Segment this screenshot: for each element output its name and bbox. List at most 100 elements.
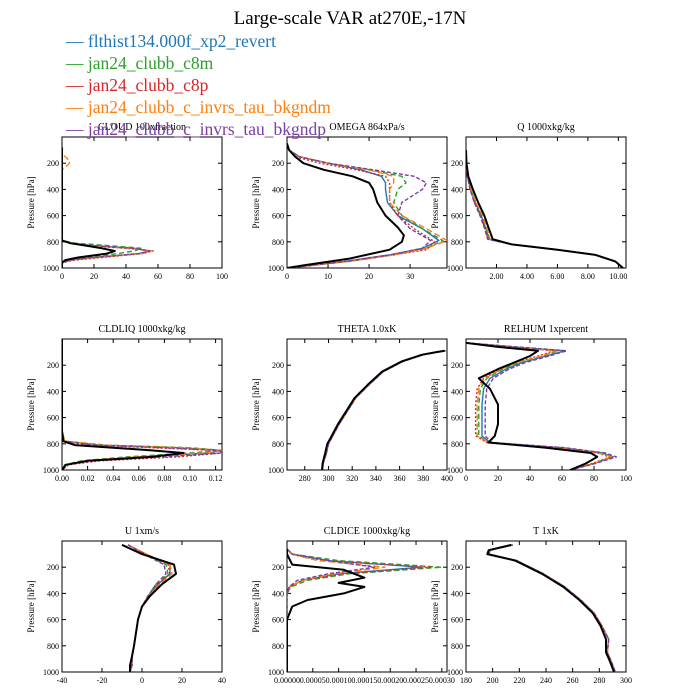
x-tick-label: 220 (513, 676, 525, 685)
y-axis-label: Pressure [hPa] (251, 580, 261, 632)
series-line (287, 548, 433, 672)
panel-3: CLDLIQ 1000xkg/kg Pressure [hPa] 200 400 600… (26, 324, 223, 483)
series-line (488, 544, 616, 672)
x-tick-label: 0.00030 (429, 676, 455, 685)
x-tick-label: 280 (299, 474, 311, 483)
x-tick-label: 100 (620, 474, 632, 483)
x-tick-label: 400 (441, 474, 453, 483)
x-tick-label: 0.00000 (274, 676, 300, 685)
plot-frame (465, 136, 627, 269)
series-line (62, 339, 185, 470)
y-tick-label: 200 (451, 361, 463, 370)
x-tick-label: 40 (526, 474, 534, 483)
panel-title: RELHUM 1xpercent (504, 324, 588, 335)
y-tick-label: 400 (272, 185, 284, 194)
x-tick-label: 320 (346, 474, 358, 483)
series-line (121, 543, 177, 672)
series-line (287, 548, 422, 672)
series-line (321, 350, 446, 470)
x-tick-label: -40 (57, 676, 68, 685)
x-tick-label: 20 (178, 676, 186, 685)
y-tick-label: 1000 (43, 264, 59, 273)
series-line (466, 342, 618, 470)
plot-frame (286, 540, 448, 673)
legend-item: — jan24_clubb_c8p (66, 74, 331, 96)
y-tick-label: 600 (47, 616, 59, 625)
series-line (287, 143, 405, 268)
x-tick-label: 0 (60, 272, 64, 281)
y-tick-label: 600 (451, 616, 463, 625)
x-tick-label: 30 (406, 272, 414, 281)
x-tick-label: 340 (370, 474, 382, 483)
x-tick-label: 360 (394, 474, 406, 483)
x-tick-label: 0.00010 (326, 676, 352, 685)
plot-frame (61, 136, 223, 269)
y-tick-label: 400 (47, 589, 59, 598)
y-tick-label: 600 (272, 212, 284, 221)
y-tick-label: 1000 (447, 466, 463, 475)
y-tick-label: 400 (47, 185, 59, 194)
x-tick-label: 0.00 (55, 474, 69, 483)
x-tick-label: 0.00020 (377, 676, 403, 685)
x-tick-label: 0.00025 (403, 676, 429, 685)
x-tick-label: 60 (154, 272, 162, 281)
legend-item: — jan24_clubb_c_invrs_tau_bkgndm (66, 96, 331, 118)
x-tick-label: 0.04 (106, 474, 120, 483)
panel-title: OMEGA 864xPa/s (329, 122, 404, 133)
x-tick-label: 0.00005 (300, 676, 326, 685)
y-tick-label: 1000 (268, 264, 284, 273)
series-line (287, 143, 436, 268)
plot-frame (465, 540, 627, 673)
y-axis-label: Pressure [hPa] (26, 378, 36, 430)
x-tick-label: 10.00 (609, 272, 627, 281)
series-line (466, 341, 599, 470)
x-tick-label: 300 (322, 474, 334, 483)
y-tick-label: 400 (47, 387, 59, 396)
y-axis-label: Pressure [hPa] (26, 580, 36, 632)
y-tick-label: 1000 (43, 668, 59, 677)
y-axis-label: Pressure [hPa] (251, 176, 261, 228)
series-line (466, 342, 613, 470)
legend-item: — jan24_clubb_c_invrs_tau_bkgndp (66, 118, 331, 140)
series-line (287, 143, 432, 268)
y-tick-label: 800 (272, 642, 284, 651)
y-tick-label: 600 (272, 414, 284, 423)
series-line (287, 548, 386, 672)
y-tick-label: 800 (451, 440, 463, 449)
legend-label: jan24_clubb_c_invrs_tau_bkgndp (87, 119, 327, 139)
x-tick-label: 380 (417, 474, 429, 483)
y-tick-label: 200 (47, 361, 59, 370)
y-tick-label: 400 (451, 387, 463, 396)
series-line (62, 147, 143, 268)
x-tick-label: 260 (567, 676, 579, 685)
panel-title: Q 1000xkg/kg (517, 122, 575, 133)
x-tick-label: 0.08 (157, 474, 171, 483)
x-tick-label: 40 (218, 676, 226, 685)
legend-item: — jan24_clubb_c8m (66, 52, 331, 74)
y-tick-label: 400 (451, 185, 463, 194)
x-tick-label: 200 (487, 676, 499, 685)
series-line (321, 350, 446, 470)
x-tick-label: 20 (494, 474, 502, 483)
x-tick-label: 80 (186, 272, 194, 281)
series-line (466, 150, 624, 268)
panel-title: CLDLIQ 1000xkg/kg (99, 324, 186, 335)
legend-swatch: — (66, 119, 88, 139)
series-line (62, 147, 116, 268)
x-tick-label: -20 (97, 676, 108, 685)
series-line (321, 349, 445, 470)
series-line (287, 548, 366, 672)
x-tick-label: 60 (558, 474, 566, 483)
x-tick-label: 300 (620, 676, 632, 685)
x-tick-label: 20 (90, 272, 98, 281)
panel-4: THETA 1.0xK Pressure [hPa] 200 400 600 800 100… (251, 324, 453, 483)
series-line (488, 544, 616, 672)
legend-swatch: — (66, 97, 88, 117)
y-tick-label: 200 (47, 563, 59, 572)
y-tick-label: 200 (272, 159, 284, 168)
x-tick-label: 10 (324, 272, 332, 281)
y-tick-label: 600 (47, 414, 59, 423)
